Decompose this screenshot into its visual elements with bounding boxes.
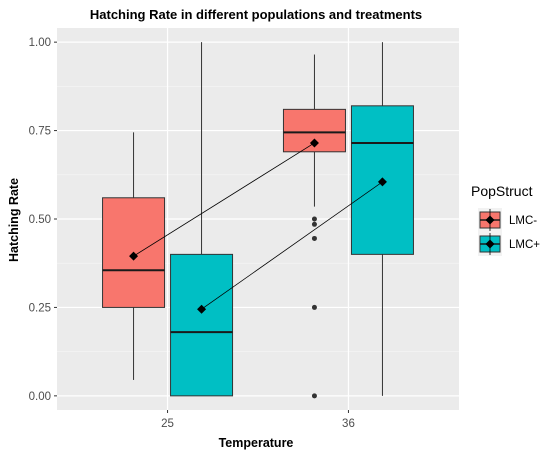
outlier-point: [311, 216, 317, 222]
mean-line-LMC-: [133, 142, 315, 257]
mean-marker: [197, 304, 207, 314]
box-body: [170, 253, 234, 397]
legend-label: LMC+: [509, 239, 540, 251]
legend: PopStruct LMC- LMC+: [471, 183, 540, 256]
legend-mean-marker: [485, 239, 495, 249]
y-tick-label: 0.50: [29, 214, 51, 226]
y-tick-label: 1.00: [29, 37, 51, 49]
y-tick-label: 0.25: [29, 302, 51, 314]
legend-title: PopStruct: [471, 183, 533, 199]
outlier-point: [311, 304, 317, 310]
y-axis-title: Hatching Rate: [7, 178, 21, 262]
outlier-point: [311, 221, 317, 227]
mean-line-LMC+: [201, 181, 383, 310]
legend-label: LMC-: [509, 215, 537, 227]
legend-mean-marker: [485, 215, 495, 225]
x-tick-label: 36: [342, 418, 355, 430]
y-tick-label: 0.00: [29, 391, 51, 403]
box-LMC+-25: [170, 42, 234, 397]
legend-item-LMC+: LMC+: [478, 232, 540, 256]
y-tick-label: 0.75: [29, 126, 51, 138]
mean-lines: [129, 138, 387, 314]
x-axis: 25 36: [161, 410, 355, 430]
legend-item-LMC-: LMC-: [478, 208, 537, 232]
x-axis-title: Temperature: [219, 436, 294, 450]
y-axis: 0.00 0.25 0.50 0.75 1.00: [29, 37, 57, 403]
mean-marker: [377, 177, 387, 187]
outlier-point: [311, 235, 317, 241]
mean-marker: [129, 251, 139, 261]
mean-marker: [309, 138, 319, 148]
outlier-point: [311, 393, 317, 399]
chart-title: Hatching Rate in different populations a…: [90, 7, 422, 22]
x-tick-label: 25: [161, 418, 174, 430]
